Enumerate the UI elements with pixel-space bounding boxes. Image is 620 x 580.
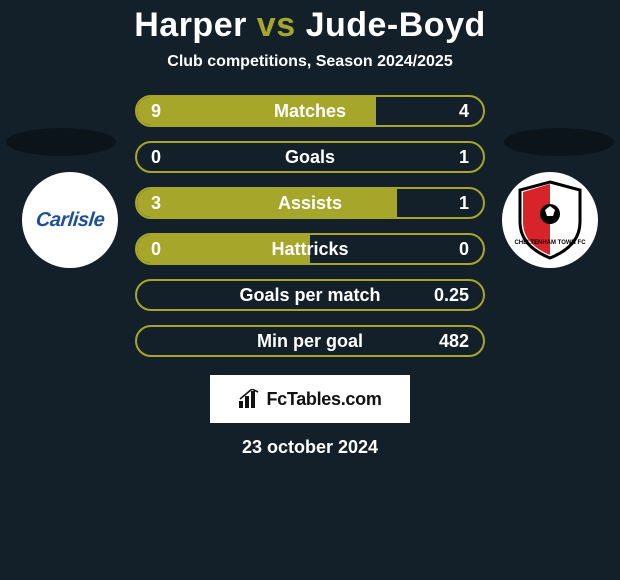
stat-bar-left [137,235,310,263]
stat-bar-right [310,235,483,263]
stat-row: Goals per match0.25 [135,279,485,311]
subtitle: Club competitions, Season 2024/2025 [167,53,452,71]
fctables-attribution: FcTables.com [210,375,410,423]
club-left-name: Carlisle [35,209,106,232]
date-label: 23 october 2024 [242,437,378,458]
stat-bar-right [397,189,484,217]
club-badge-left: Carlisle [22,172,118,268]
stat-bar-right [137,327,483,355]
stat-bar-left [137,189,397,217]
bar-chart-icon [238,389,260,409]
stat-bar-left [137,97,376,125]
player-left-name: Harper [134,6,247,44]
stat-row: Goals01 [135,141,485,173]
stat-bar-right [376,97,483,125]
stat-bar-right [137,281,483,309]
stat-row: Min per goal482 [135,325,485,357]
page-title: Harper vs Jude-Boyd [134,6,486,45]
stat-bar-right [137,143,483,171]
vs-separator: vs [247,6,306,44]
club-badge-right: CHELTENHAM TOWN FC [502,172,598,268]
comparison-card: Harper vs Jude-Boyd Club competitions, S… [0,0,620,580]
stat-row: Hattricks00 [135,233,485,265]
stat-row: Assists31 [135,187,485,219]
club-right-name: CHELTENHAM TOWN FC [514,240,586,246]
fctables-label: FcTables.com [266,389,381,410]
player-right-name: Jude-Boyd [306,6,486,44]
stat-row: Matches94 [135,95,485,127]
cheltenham-crest-icon: CHELTENHAM TOWN FC [502,172,598,268]
